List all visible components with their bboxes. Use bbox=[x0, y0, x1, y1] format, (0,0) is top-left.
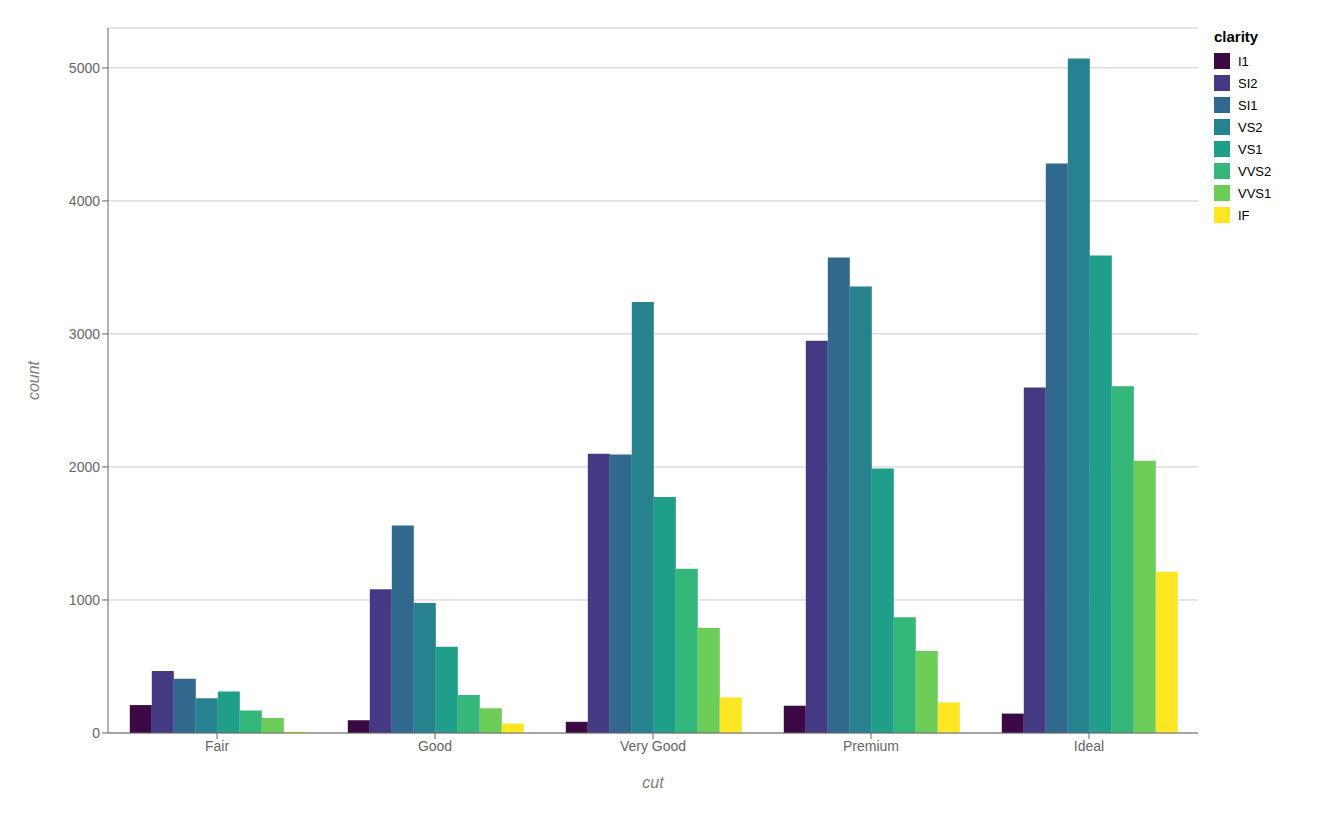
html-text:VVS2: VVS2 bbox=[1238, 163, 1272, 179]
svg-text:Premium: Premium bbox=[843, 738, 899, 754]
svg-text:5000: 5000 bbox=[69, 60, 100, 76]
svg-text:4000: 4000 bbox=[69, 193, 100, 209]
html-text:I1: I1 bbox=[1238, 53, 1249, 69]
svg-text:3000: 3000 bbox=[69, 326, 100, 342]
html-text:VS1: VS1 bbox=[1238, 141, 1263, 157]
svg-text:cut: cut bbox=[642, 774, 664, 791]
svg-text:Ideal: Ideal bbox=[1074, 738, 1104, 754]
html-text:IF: IF bbox=[1238, 207, 1250, 223]
svg-text:Fair: Fair bbox=[205, 738, 229, 754]
html-text:clarity: clarity bbox=[1214, 28, 1259, 45]
html-text:VVS1: VVS1 bbox=[1238, 185, 1272, 201]
svg-text:Very Good: Very Good bbox=[620, 738, 686, 754]
svg-text:count: count bbox=[25, 360, 42, 400]
html-text:SI1: SI1 bbox=[1238, 97, 1258, 113]
svg-text:Good: Good bbox=[418, 738, 452, 754]
html-text:SI2: SI2 bbox=[1238, 75, 1258, 91]
svg-text:1000: 1000 bbox=[69, 592, 100, 608]
svg-text:0: 0 bbox=[92, 725, 100, 741]
html-text:VS2: VS2 bbox=[1238, 119, 1263, 135]
svg-text:2000: 2000 bbox=[69, 459, 100, 475]
